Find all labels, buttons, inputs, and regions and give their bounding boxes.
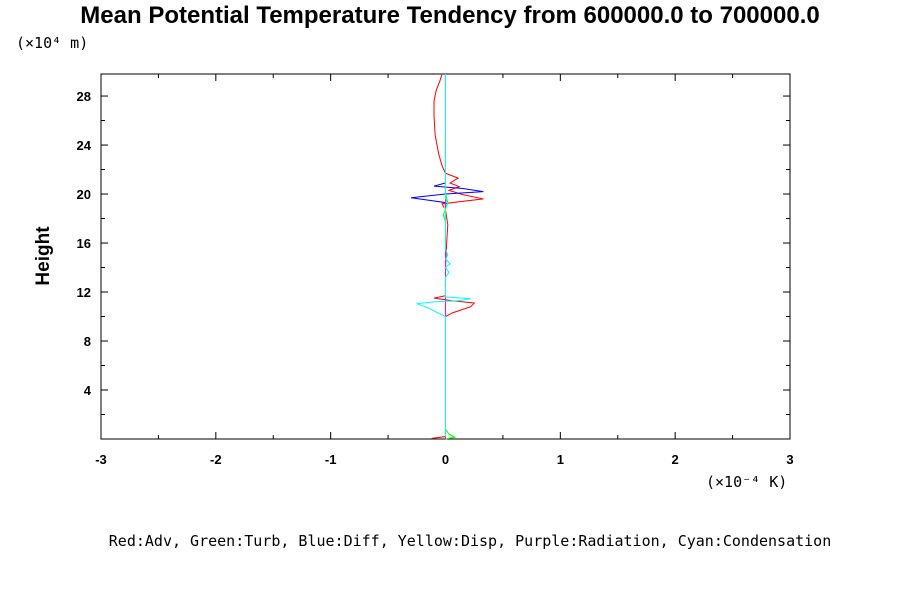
x-tick-label: -1 — [325, 452, 337, 467]
series-line-adv — [431, 73, 484, 439]
x-tick-label: 0 — [442, 452, 449, 467]
y-tick-label: 20 — [77, 187, 91, 202]
legend-text: Red:Adv, Green:Turb, Blue:Diff, Yellow:D… — [108, 532, 832, 550]
x-tick-label: -3 — [95, 452, 107, 467]
y-axis-unit-label: (×10⁴ m) — [16, 34, 89, 52]
x-axis-unit-label: (×10⁻⁴ K) — [706, 473, 788, 491]
x-tick-label: -2 — [210, 452, 222, 467]
chart-title: Mean Potential Temperature Tendency from… — [80, 2, 820, 29]
x-tick-label: 1 — [557, 452, 564, 467]
y-tick-label: 24 — [77, 138, 92, 153]
series-lines — [410, 73, 484, 440]
x-tick-label: 3 — [786, 452, 793, 467]
series-line-turb — [442, 74, 457, 440]
y-tick-label: 28 — [77, 89, 91, 104]
y-tick-label: 4 — [84, 383, 92, 398]
axis-ticks — [100, 74, 791, 439]
y-tick-label: 16 — [77, 236, 91, 251]
series-line-condensation — [416, 74, 471, 437]
x-tick-label: 2 — [672, 452, 679, 467]
y-tick-label: 8 — [84, 334, 91, 349]
y-tick-label: 12 — [77, 285, 91, 300]
